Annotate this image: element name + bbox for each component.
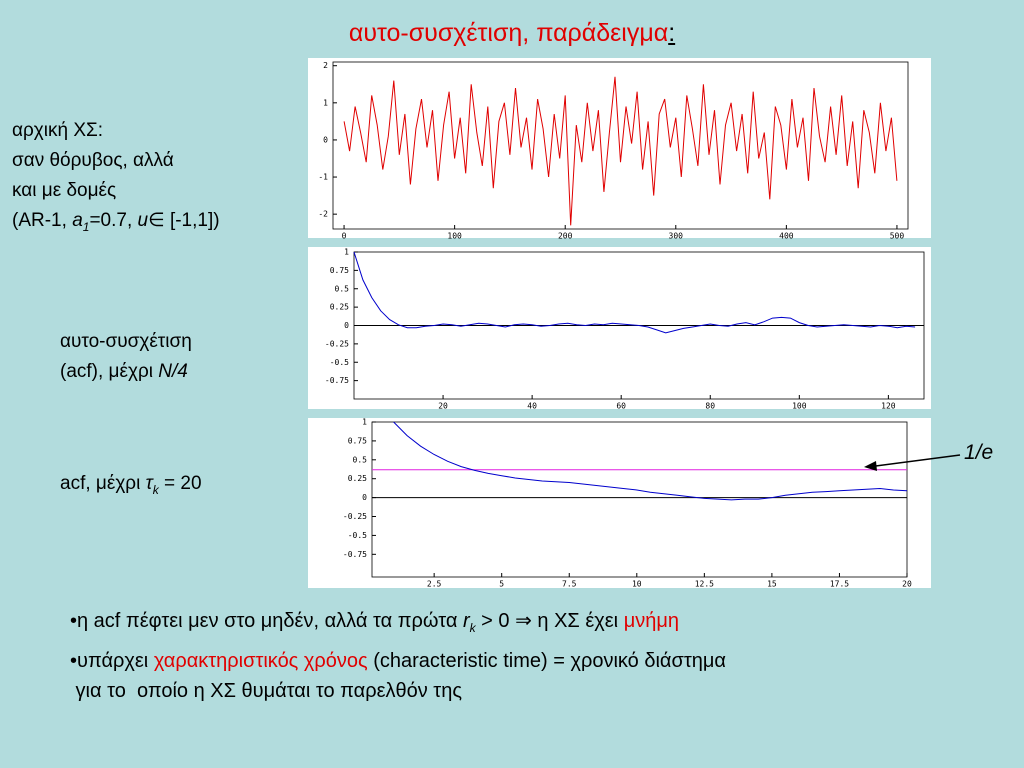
text: χαρακτηριστικός χρόνος (153, 650, 368, 672)
x-tick-label: 0 (342, 232, 347, 241)
y-tick-label: -2 (318, 210, 328, 219)
arrow (867, 454, 961, 468)
text: > 0 ⇒ η ΧΣ έχει (475, 610, 624, 632)
title-colon: : (668, 19, 676, 47)
x-tick-label: 60 (616, 402, 626, 411)
note-line: και με δομές (12, 180, 117, 201)
panel (308, 418, 931, 588)
x-tick-label: 100 (792, 402, 807, 411)
text: •η acf πέφτει μεν στο μηδέν, αλλά τα πρώ… (70, 610, 463, 632)
x-tick-label: 80 (705, 402, 715, 411)
note-line: (AR-1, a1=0.7, u∈ [-1,1]) (12, 206, 220, 242)
x-tick-label: 10 (632, 580, 642, 589)
text: μνήμη (623, 610, 679, 632)
y-tick-label: -0.25 (343, 512, 367, 521)
y-tick-label: 1 (323, 98, 328, 107)
annotation: 1/e (964, 441, 994, 464)
text: (AR-1, (12, 210, 73, 231)
x-tick-label: 12.5 (695, 580, 714, 589)
x-tick-label: 2.5 (427, 580, 442, 589)
text: 1 (82, 219, 90, 234)
y-tick-label: 0.5 (335, 284, 350, 293)
x-tick-label: 40 (527, 402, 537, 411)
y-tick-label: -0.75 (343, 550, 367, 559)
y-tick-label: 1 (362, 418, 367, 427)
x-tick-label: 15 (767, 580, 777, 589)
x-tick-label: 300 (669, 232, 684, 241)
text: k (469, 621, 476, 635)
y-tick-label: 0.5 (353, 455, 368, 464)
x-tick-label: 20 (438, 402, 448, 411)
x-tick-label: 200 (558, 232, 573, 241)
x-tick-label: 5 (499, 580, 504, 589)
x-tick-label: 500 (890, 232, 905, 241)
y-tick-label: 0.25 (348, 474, 367, 483)
data-line (353, 251, 916, 334)
data-line (393, 421, 908, 501)
y-tick-label: -0.25 (325, 339, 349, 348)
x-tick-label: 100 (447, 232, 462, 241)
x-tick-label: 17.5 (830, 580, 849, 589)
note: αυτο-συσχέτιση (acf), μέχρι N/4 (60, 297, 192, 417)
y-tick-label: 2 (323, 61, 328, 70)
plot-frame (332, 61, 909, 230)
note-line: αρχική ΧΣ: (12, 120, 104, 141)
text: r (462, 610, 470, 632)
bullet: •η acf πέφτει μεν στο μηδέν, αλλά τα πρώ… (70, 606, 679, 643)
y-tick-label: 1 (344, 248, 349, 257)
y-tick-label: 0.75 (330, 266, 349, 275)
text: [-1,1]) (164, 210, 220, 231)
note-line: (acf), μέχρι N/4 (60, 357, 192, 387)
y-tick-label: 0 (362, 493, 367, 502)
x-tick-label: 20 (902, 580, 912, 589)
text: a (72, 210, 83, 231)
text: τ (145, 473, 153, 494)
y-tick-label: -1 (318, 173, 328, 182)
text: •υπάρχει (70, 650, 154, 672)
note: αρχική ΧΣ: σαν θόρυβος, αλλά και με δομές (… (12, 86, 220, 272)
x-tick-label: 400 (779, 232, 794, 241)
note-line: αυτο-συσχέτιση (60, 331, 192, 352)
data-line (343, 76, 898, 226)
text: (characteristic time) = χρονικό διάστημα (367, 650, 726, 672)
y-tick-label: 0 (344, 321, 349, 330)
x-tick-label: 7.5 (562, 580, 577, 589)
plot-frame (371, 421, 908, 578)
note: acf, μέχρι τk = 20 (60, 469, 202, 505)
text: ∈ (148, 210, 165, 231)
y-tick-label: -0.5 (330, 358, 349, 367)
text: u (137, 210, 149, 231)
title: αυτο-συσχέτιση, παράδειγμα: (0, 18, 1024, 48)
text: k (152, 482, 159, 497)
x-tick-label: 120 (881, 402, 896, 411)
y-tick-label: 0.25 (330, 303, 349, 312)
panel (308, 247, 931, 409)
bullet: •υπάρχει χαρακτηριστικός χρόνος (charact… (70, 646, 726, 676)
bullet-cont: για το οποίο η ΧΣ θυμάται το παρελθόν τη… (70, 680, 462, 702)
title-text: αυτο-συσχέτιση, παράδειγμα (348, 19, 669, 47)
text: (acf), μέχρι (60, 361, 159, 382)
note-line: σαν θόρυβος, αλλά (12, 150, 174, 171)
text: = 20 (158, 473, 202, 494)
text: N/4 (158, 361, 188, 382)
y-tick-label: -0.75 (325, 376, 349, 385)
text: =0.7, (89, 210, 138, 231)
y-tick-label: 0 (323, 135, 328, 144)
text: acf, μέχρι (60, 473, 146, 494)
y-tick-label: 0.75 (348, 436, 367, 445)
arrow-head (864, 461, 877, 471)
y-tick-label: -0.5 (348, 531, 367, 540)
